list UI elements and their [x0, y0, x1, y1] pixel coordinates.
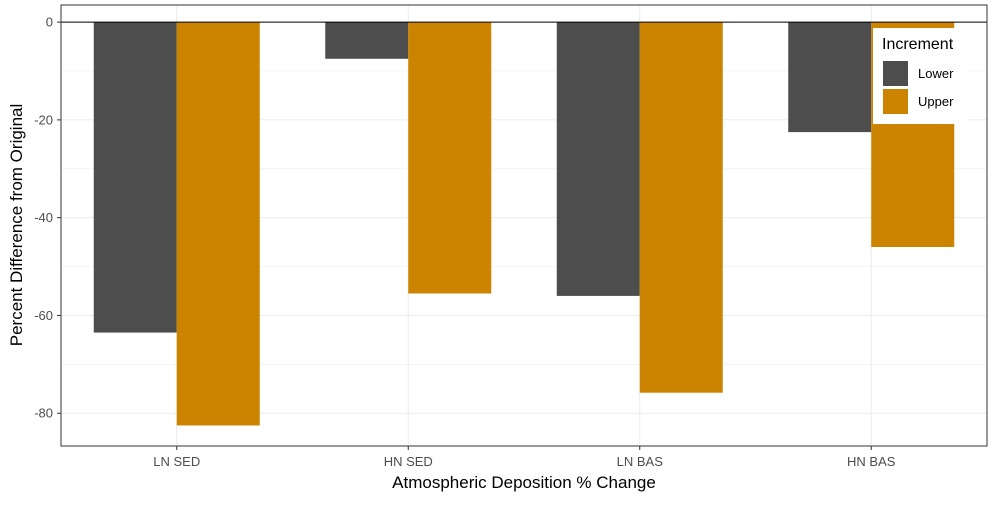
- legend-items: Lower Upper: [883, 61, 954, 114]
- x-axis: LN SED HN SED LN BAS HN BAS: [153, 446, 896, 469]
- bar-lower: [93, 22, 177, 333]
- y-axis: 0 -20 -40 -60 -80: [34, 15, 61, 421]
- y-tick-label: -80: [34, 406, 53, 421]
- y-tick-label: -60: [34, 308, 53, 323]
- bar-lower: [788, 22, 872, 133]
- x-tick-label: LN SED: [153, 454, 200, 469]
- bar-lower: [325, 22, 409, 59]
- y-tick-label: 0: [46, 15, 53, 30]
- legend-label-lower: Lower: [918, 66, 954, 81]
- y-tick-label: -20: [34, 112, 53, 127]
- legend-title: Increment: [882, 36, 954, 53]
- x-axis-title: Atmospheric Deposition % Change: [392, 473, 656, 492]
- bar-upper: [176, 22, 260, 426]
- bar-upper: [639, 22, 723, 393]
- x-tick-label: HN SED: [384, 454, 433, 469]
- y-axis-title: Percent Difference from Original: [7, 104, 26, 347]
- bars: [93, 22, 955, 426]
- legend-swatch-upper: [883, 89, 908, 114]
- legend: Increment Lower Upper: [873, 28, 968, 124]
- panel-border: [60, 4, 988, 447]
- y-tick-label: -40: [34, 210, 53, 225]
- bar-lower: [556, 22, 640, 296]
- bar-upper: [408, 22, 492, 294]
- legend-label-upper: Upper: [918, 94, 954, 109]
- x-tick-label: HN BAS: [847, 454, 896, 469]
- x-tick-label: LN BAS: [617, 454, 664, 469]
- legend-swatch-lower: [883, 61, 908, 86]
